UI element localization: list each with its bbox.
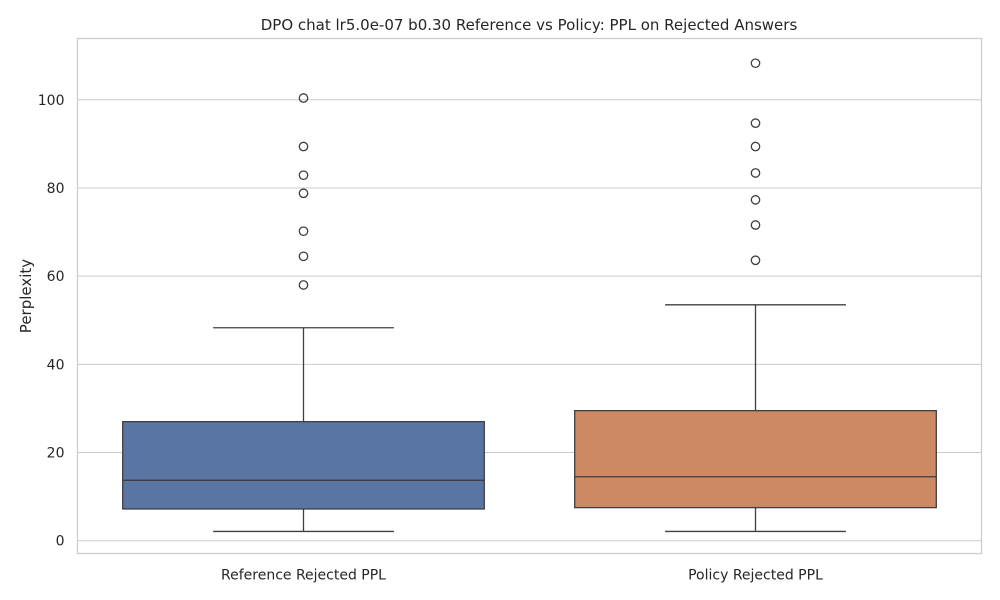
outlier-point xyxy=(298,226,309,237)
outlier-point xyxy=(750,220,761,230)
y-tick-label: 20 xyxy=(47,446,65,462)
chart-title: DPO chat lr5.0e-07 b0.30 Reference vs Po… xyxy=(261,16,798,34)
x-tick-label: Reference Rejected PPL xyxy=(221,568,386,584)
outlier-point xyxy=(298,141,309,152)
y-tick-label: 80 xyxy=(47,181,65,197)
iqr-box xyxy=(122,421,485,510)
y-tick-label: 0 xyxy=(56,534,65,550)
outlier-point xyxy=(750,141,761,152)
boxes xyxy=(122,58,937,533)
outlier-point xyxy=(750,195,761,205)
box-group xyxy=(574,58,937,533)
outlier-point xyxy=(298,170,309,181)
outlier-point xyxy=(750,168,761,178)
outlier-point xyxy=(298,280,309,290)
y-tick-label: 100 xyxy=(38,93,65,109)
x-tick-label: Policy Rejected PPL xyxy=(688,568,823,584)
outlier-point xyxy=(298,93,309,103)
box-group xyxy=(122,93,485,533)
x-axis-ticks: Reference Rejected PPL Policy Rejected PP… xyxy=(221,568,823,584)
plot-frame xyxy=(76,37,983,555)
outlier-point xyxy=(298,188,309,199)
y-axis-label: Perplexity xyxy=(17,259,35,333)
outlier-point xyxy=(750,118,761,129)
outlier-point xyxy=(750,255,761,266)
y-axis-ticks: 0 20 40 60 80 100 xyxy=(38,93,65,550)
y-tick-label: 60 xyxy=(47,269,65,285)
outlier-point xyxy=(298,251,309,262)
outlier-point xyxy=(750,58,761,69)
y-tick-label: 40 xyxy=(47,357,65,373)
iqr-box xyxy=(574,409,937,509)
